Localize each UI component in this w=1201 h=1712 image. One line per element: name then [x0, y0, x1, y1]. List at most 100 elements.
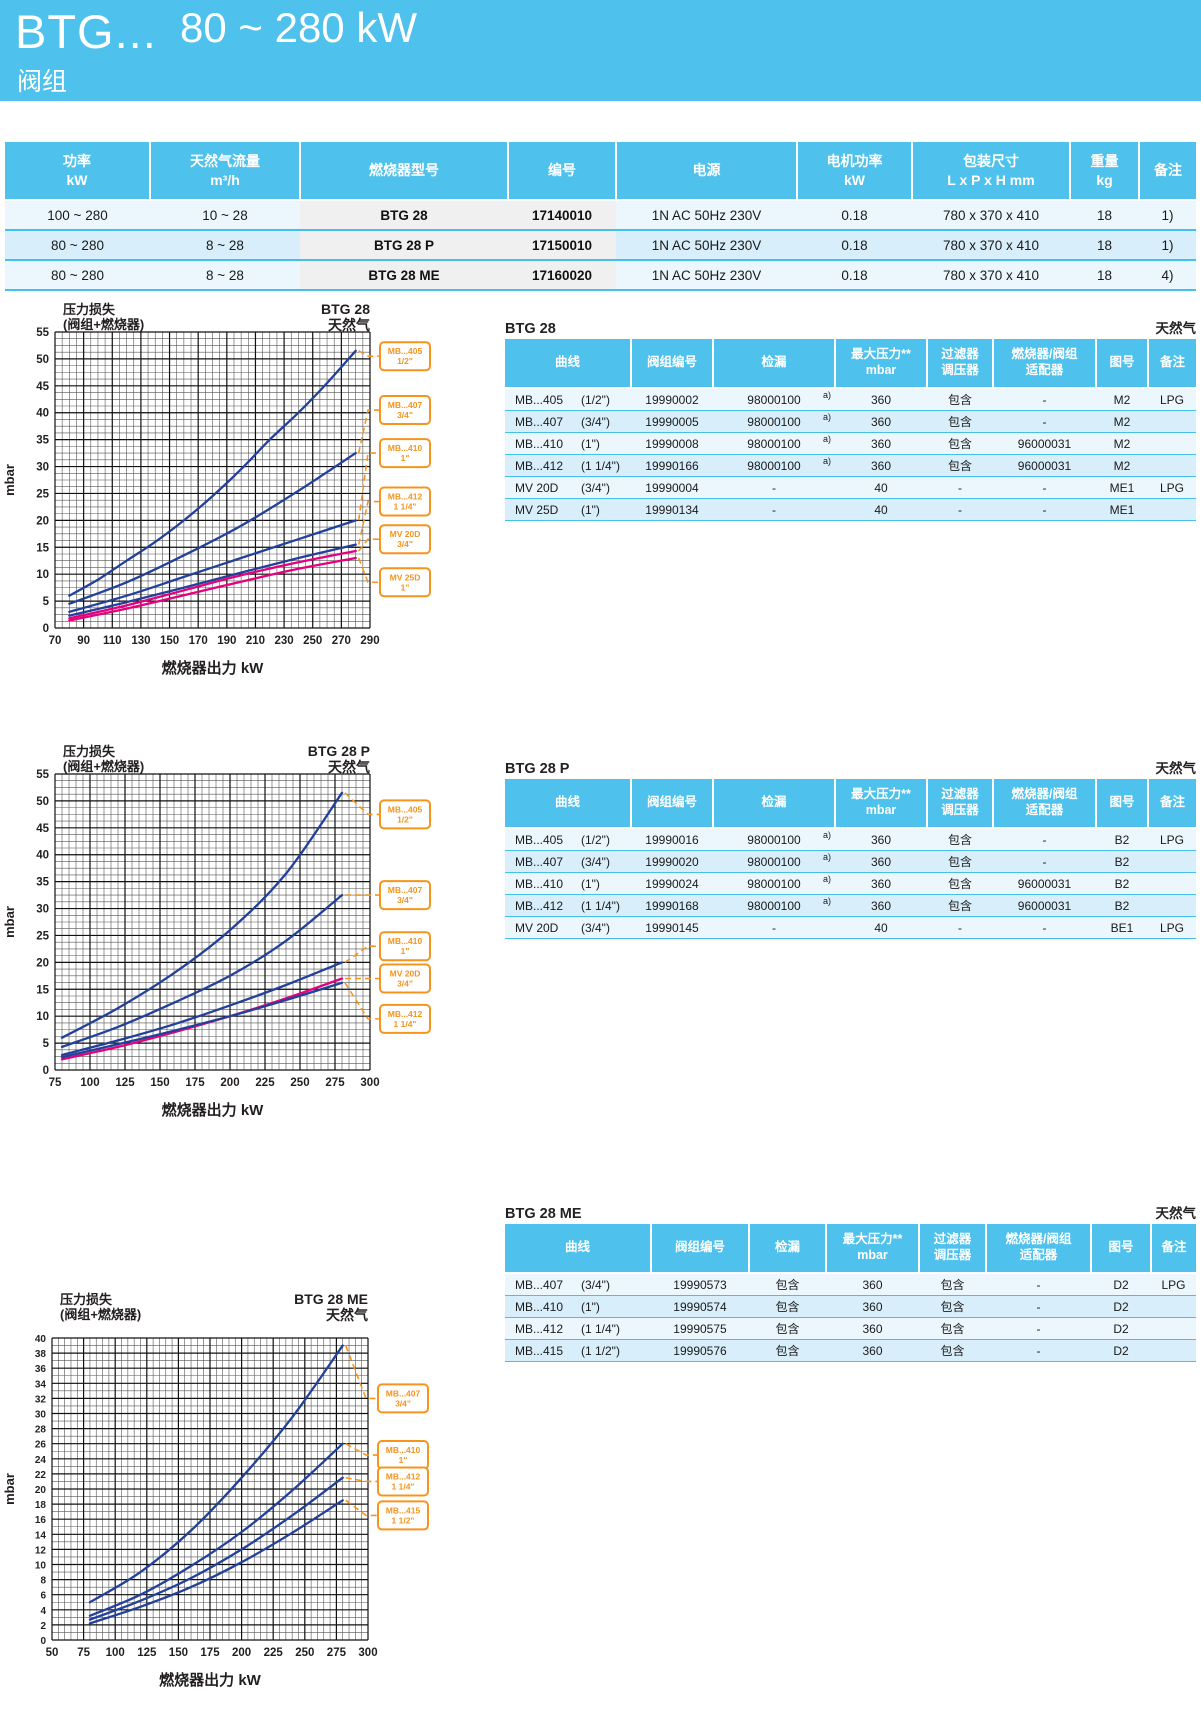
note-cell: [1148, 499, 1196, 521]
leak-check-cell: 包含: [775, 1300, 800, 1314]
column-header: 检漏: [712, 339, 835, 388]
x-tick-label: 75: [49, 1077, 62, 1089]
gas-type-label: 天然气: [1155, 1206, 1197, 1221]
x-tick-label: 270: [332, 635, 351, 647]
data-cell: 780 x 370 x 410: [942, 267, 1040, 283]
y-tick-label: 10: [36, 1011, 49, 1023]
curve-cell: MV 25D (1"): [515, 502, 600, 517]
valve-code-cell: 19990004: [645, 480, 699, 495]
valve-row: MV 20D (3/4") 19990004 - 40 - - ME1 LPG: [505, 476, 1196, 499]
curve-cell: MV 20D (3/4"): [515, 480, 610, 495]
curve-label: MB...412 1 1/4": [386, 1471, 421, 1491]
chart-title: 压力损失: [60, 1292, 113, 1307]
column-header: 重量 kg: [1069, 142, 1139, 200]
model-cell: BTG 28 ME: [300, 260, 508, 290]
leak-check-cell: 98000100 a): [747, 412, 831, 429]
note-cell: [1151, 1318, 1196, 1340]
curve-label-box: [377, 1383, 429, 1414]
x-tick-label: 300: [360, 1077, 379, 1089]
curve-label-box: [379, 799, 431, 830]
curve-label: MV 20D 3/4": [390, 969, 421, 989]
chart-model-label: BTG 28 P: [308, 743, 370, 759]
x-tick-label: 100: [80, 1077, 99, 1089]
y-tick-label: 12: [35, 1545, 47, 1556]
valve-row: MB...410 (1") 19990008 98000100 a) 360 包含 96000…: [505, 432, 1196, 455]
label-leader-line: [358, 350, 379, 358]
valve-table-header-row: 曲线 阀组编号 检漏 最大压力** mbar 过滤器 调压器 燃烧器/阀组 适配器 图号 备注: [505, 779, 1196, 828]
note-cell: [1148, 433, 1196, 455]
figure-cell: M2: [1113, 436, 1131, 451]
y-tick-label: 55: [36, 327, 49, 339]
curve-label: MB...415 1 1/2": [386, 1505, 421, 1525]
data-cell: 18: [1096, 237, 1113, 253]
curve-2: [88, 1442, 344, 1617]
adapter-cell: -: [1042, 392, 1047, 407]
curve-1: [68, 349, 357, 597]
leak-check-cell: 98000100 a): [747, 874, 831, 891]
valve-table-btg28: BTG 28 天然气曲线 阀组编号 检漏 最大压力** mbar 过滤器 调压器 燃烧器/阀组适…: [505, 315, 1196, 521]
y-tick-label: 35: [36, 877, 49, 889]
column-header: 最大压力** mbar: [825, 1224, 919, 1273]
chart-grid: [54, 773, 371, 1071]
curve-1: [88, 1344, 344, 1604]
leak-check-cell: 98000100 a): [747, 390, 831, 407]
chart-gas-label: 天然气: [326, 1307, 368, 1323]
curve-cell: MB...410 (1"): [515, 436, 600, 451]
code-cell: 17140010: [508, 200, 616, 230]
data-cell: 1N AC 50Hz 230V: [651, 207, 762, 223]
model-cell: BTG 28: [300, 200, 508, 230]
max-pressure-cell: 360: [870, 436, 892, 451]
filter-regulator-cell: 包含: [940, 1322, 965, 1336]
valve-table-btg28p: BTG 28 P 天然气 曲线 阀组编号 检漏 最大压力** mbar 过滤器 调压器 燃烧器/阀…: [505, 755, 1196, 939]
x-tick-label: 250: [295, 1647, 314, 1659]
filter-regulator-cell: 包含: [940, 1344, 965, 1358]
column-header: 图号: [1095, 779, 1148, 828]
x-tick-label: 200: [232, 1647, 251, 1659]
x-tick-label: 170: [189, 635, 208, 647]
page-subtitle: 阀组: [17, 68, 68, 96]
valve-code-cell: 19990576: [673, 1343, 727, 1358]
adapter-cell: -: [1036, 1321, 1041, 1336]
valve-row: MB...410 (1") 19990574 包含 360 包含 - D2: [505, 1295, 1196, 1318]
curve-label: MB...412 1 1/4": [388, 1009, 423, 1029]
figure-cell: D2: [1113, 1277, 1129, 1292]
curve-3: [60, 961, 344, 1057]
label-leader-line: [345, 1499, 377, 1517]
product-row: 80 ~ 280 8 ~ 28 BTG 28 ME 17160020 1N AC 50H…: [5, 260, 1196, 290]
section-table-title: BTG 28: [505, 321, 556, 337]
column-header: 燃烧器/阀组 适配器: [985, 1224, 1091, 1273]
valve-code-cell: 19990573: [673, 1277, 727, 1292]
label-leader-line: [357, 557, 379, 584]
data-cell: 100 ~ 280: [47, 207, 108, 223]
curve-cell: MB...410 (1"): [515, 1299, 600, 1314]
note-cell: LPG: [1159, 392, 1184, 407]
valve-row: MB...407 (3/4") 19990020 98000100 a) 360 包含 - B2: [505, 850, 1196, 873]
column-header: 编号: [507, 142, 616, 200]
leak-check-cell: -: [772, 480, 776, 495]
chart-model-label: BTG 28 ME: [294, 1291, 368, 1307]
column-header: 检漏: [712, 779, 835, 828]
column-header: 电机功率 kW: [796, 142, 912, 200]
figure-cell: ME1: [1109, 502, 1135, 517]
filter-regulator-cell: 包含: [947, 877, 972, 891]
column-header: 过滤器 调压器: [918, 1224, 986, 1273]
valve-table-header-row: 曲线 阀组编号 检漏 最大压力** mbar 过滤器 调压器 燃烧器/阀组 适配器 图号 备注: [505, 339, 1196, 388]
column-header: 图号: [1095, 339, 1148, 388]
curve-cell: MB...412 (1 1/4"): [515, 458, 620, 473]
column-header: 曲线: [505, 1224, 651, 1273]
y-tick-label: 25: [36, 930, 49, 942]
data-cell: 18: [1096, 207, 1113, 223]
y-tick-label: 2: [40, 1621, 46, 1632]
y-tick-label: 4: [40, 1606, 46, 1617]
data-cell: 8 ~ 28: [206, 267, 244, 283]
curve-6: [68, 556, 357, 622]
column-header: 曲线: [505, 779, 631, 828]
y-tick-label: 18: [35, 1500, 47, 1511]
filter-regulator-cell: 包含: [940, 1300, 965, 1314]
curve-cell: MB...405 (1/2"): [515, 392, 610, 407]
note-cell: LPG: [1161, 1277, 1186, 1292]
adapter-cell: -: [1042, 480, 1047, 495]
gas-type-label: 天然气: [1155, 321, 1197, 336]
adapter-cell: 96000031: [1017, 876, 1072, 891]
note-cell: [1151, 1296, 1196, 1318]
